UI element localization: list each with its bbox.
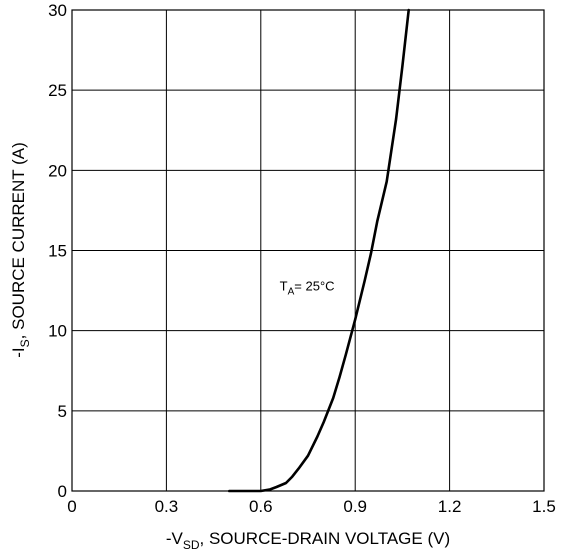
- y-tick-labels: 0 5 10 15 20 25 30: [48, 1, 67, 501]
- y-tick-label: 20: [48, 161, 67, 180]
- y-tick-label: 15: [48, 242, 67, 261]
- grid: [72, 10, 544, 491]
- y-tick-label: 10: [48, 322, 67, 341]
- temperature-annotation: TA= 25°C: [280, 279, 335, 298]
- x-tick-label: 0.3: [155, 497, 179, 516]
- x-tick-label: 0.6: [249, 497, 273, 516]
- y-tick-label: 30: [48, 1, 67, 20]
- y-tick-label: 5: [58, 402, 67, 421]
- x-tick-labels: 0 0.3 0.6 0.9 1.2 1.5: [67, 497, 556, 516]
- x-tick-label: 0: [67, 497, 76, 516]
- y-axis-title: -IS, SOURCE CURRENT (A): [9, 142, 32, 358]
- x-tick-label: 0.9: [343, 497, 367, 516]
- x-tick-label: 1.5: [532, 497, 556, 516]
- plot-frame: [71, 9, 545, 492]
- x-tick-label: 1.2: [438, 497, 462, 516]
- series-line: [228, 8, 410, 493]
- x-axis-title: -VSD, SOURCE-DRAIN VOLTAGE (V): [166, 529, 450, 552]
- y-tick-label: 0: [58, 482, 67, 501]
- y-tick-label: 25: [48, 81, 67, 100]
